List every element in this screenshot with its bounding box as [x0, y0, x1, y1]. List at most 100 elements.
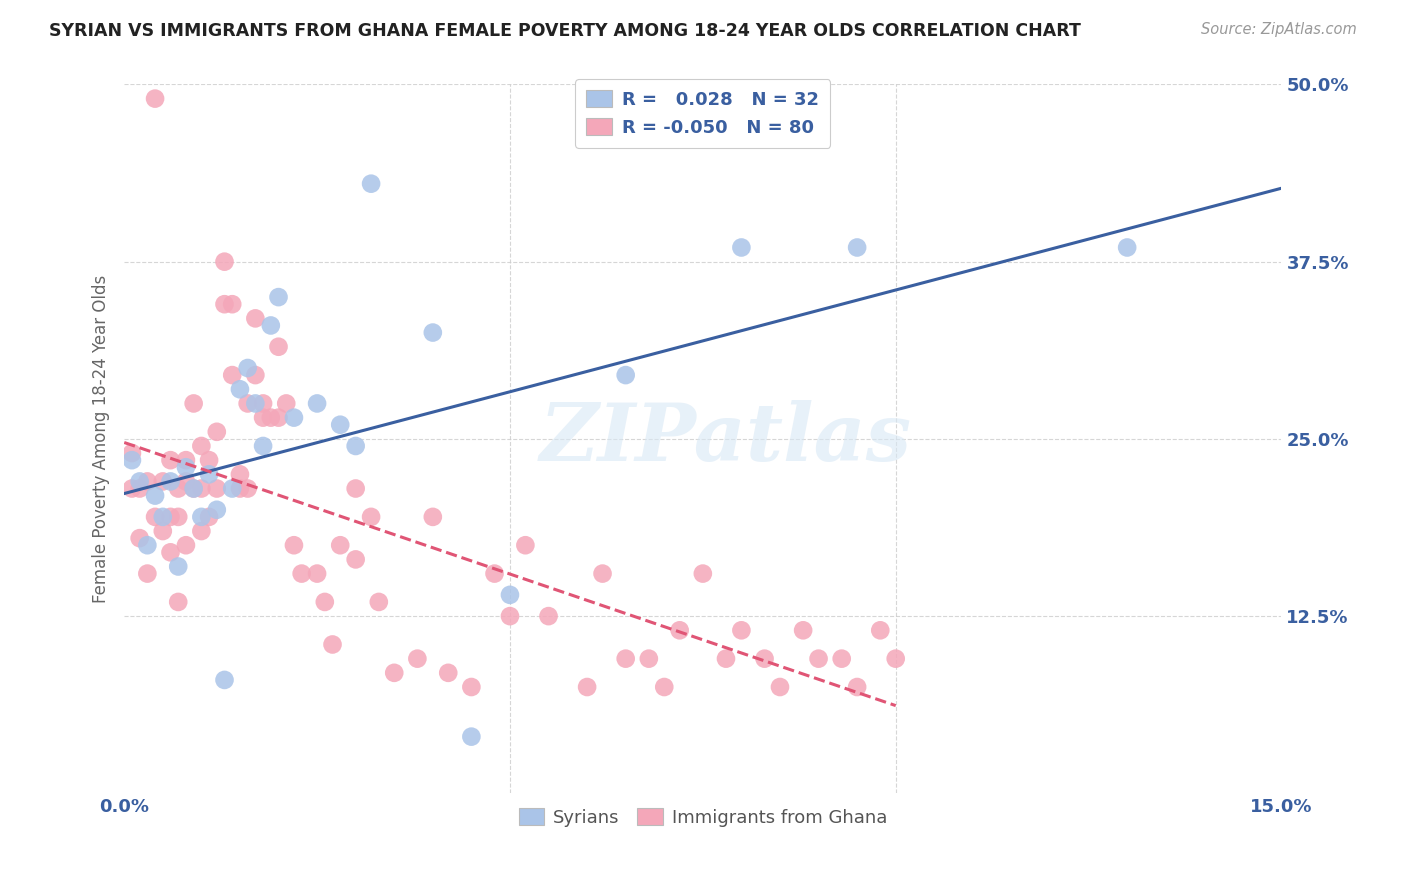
Point	[152, 524, 174, 538]
Point	[128, 482, 150, 496]
Point	[143, 92, 166, 106]
Legend: Syrians, Immigrants from Ghana: Syrians, Immigrants from Ghana	[512, 801, 894, 834]
Point	[846, 680, 869, 694]
Point	[322, 638, 344, 652]
Point	[637, 651, 659, 665]
Point	[174, 460, 197, 475]
Point	[136, 566, 159, 581]
Point	[592, 566, 614, 581]
Point	[183, 396, 205, 410]
Point	[807, 651, 830, 665]
Point	[236, 361, 259, 376]
Point	[183, 482, 205, 496]
Text: ZIPatlas: ZIPatlas	[540, 401, 912, 477]
Point	[229, 467, 252, 482]
Point	[884, 651, 907, 665]
Point	[382, 665, 405, 680]
Point	[267, 410, 290, 425]
Point	[143, 509, 166, 524]
Point	[245, 396, 267, 410]
Point	[769, 680, 792, 694]
Point	[252, 396, 274, 410]
Point	[668, 624, 690, 638]
Point	[214, 673, 236, 687]
Point	[344, 482, 367, 496]
Point	[730, 240, 752, 254]
Point	[121, 446, 143, 460]
Point	[183, 482, 205, 496]
Point	[128, 531, 150, 545]
Point	[159, 509, 181, 524]
Point	[283, 410, 305, 425]
Point	[307, 396, 329, 410]
Point	[198, 467, 221, 482]
Point	[159, 453, 181, 467]
Point	[576, 680, 599, 694]
Point	[229, 382, 252, 396]
Point	[198, 453, 221, 467]
Point	[754, 651, 776, 665]
Point	[484, 566, 506, 581]
Point	[252, 439, 274, 453]
Point	[159, 475, 181, 489]
Point	[422, 326, 444, 340]
Point	[128, 475, 150, 489]
Point	[152, 509, 174, 524]
Point	[221, 482, 243, 496]
Point	[245, 311, 267, 326]
Point	[167, 509, 190, 524]
Point	[143, 489, 166, 503]
Text: SYRIAN VS IMMIGRANTS FROM GHANA FEMALE POVERTY AMONG 18-24 YEAR OLDS CORRELATION: SYRIAN VS IMMIGRANTS FROM GHANA FEMALE P…	[49, 22, 1081, 40]
Point	[121, 482, 143, 496]
Point	[367, 595, 389, 609]
Point	[167, 559, 190, 574]
Point	[515, 538, 537, 552]
Point	[1116, 240, 1139, 254]
Point	[159, 545, 181, 559]
Point	[360, 177, 382, 191]
Point	[344, 439, 367, 453]
Point	[174, 453, 197, 467]
Point	[260, 410, 283, 425]
Point	[205, 425, 228, 439]
Point	[221, 297, 243, 311]
Point	[437, 665, 460, 680]
Point	[276, 396, 298, 410]
Point	[537, 609, 560, 624]
Point	[730, 624, 752, 638]
Point	[792, 624, 814, 638]
Point	[214, 254, 236, 268]
Point	[869, 624, 891, 638]
Point	[422, 509, 444, 524]
Point	[714, 651, 737, 665]
Point	[283, 538, 305, 552]
Point	[406, 651, 429, 665]
Text: Source: ZipAtlas.com: Source: ZipAtlas.com	[1201, 22, 1357, 37]
Point	[614, 368, 637, 383]
Point	[291, 566, 314, 581]
Point	[614, 651, 637, 665]
Point	[831, 651, 853, 665]
Point	[190, 509, 212, 524]
Point	[460, 680, 482, 694]
Point	[229, 482, 252, 496]
Point	[198, 509, 221, 524]
Point	[314, 595, 336, 609]
Point	[499, 588, 522, 602]
Point	[205, 503, 228, 517]
Point	[499, 609, 522, 624]
Point	[692, 566, 714, 581]
Point	[236, 396, 259, 410]
Point	[152, 475, 174, 489]
Point	[121, 453, 143, 467]
Point	[236, 482, 259, 496]
Point	[252, 410, 274, 425]
Point	[136, 538, 159, 552]
Point	[267, 340, 290, 354]
Y-axis label: Female Poverty Among 18-24 Year Olds: Female Poverty Among 18-24 Year Olds	[93, 275, 110, 603]
Point	[190, 439, 212, 453]
Point	[460, 730, 482, 744]
Point	[329, 417, 352, 432]
Point	[174, 538, 197, 552]
Point	[190, 482, 212, 496]
